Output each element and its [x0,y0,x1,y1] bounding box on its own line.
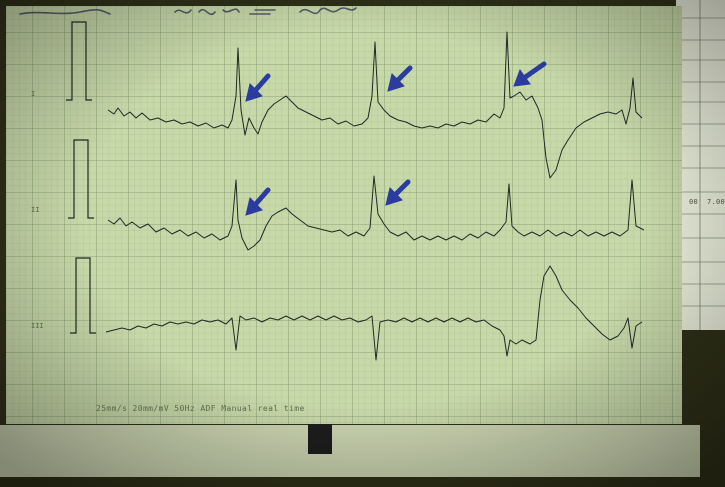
lead-label-3: III [31,322,44,330]
side-sheet-label-left: 00 [689,198,699,206]
side-sheet-labels: 00 7.00 [689,198,725,206]
lead-label-1: I [31,90,36,98]
lead-label-2: II [31,206,40,214]
paper-footer-text: 25mm/s 20mm/mV 50Hz ADF Manual real time [96,404,305,413]
side-sheet-label-right: 7.00 [707,198,725,206]
